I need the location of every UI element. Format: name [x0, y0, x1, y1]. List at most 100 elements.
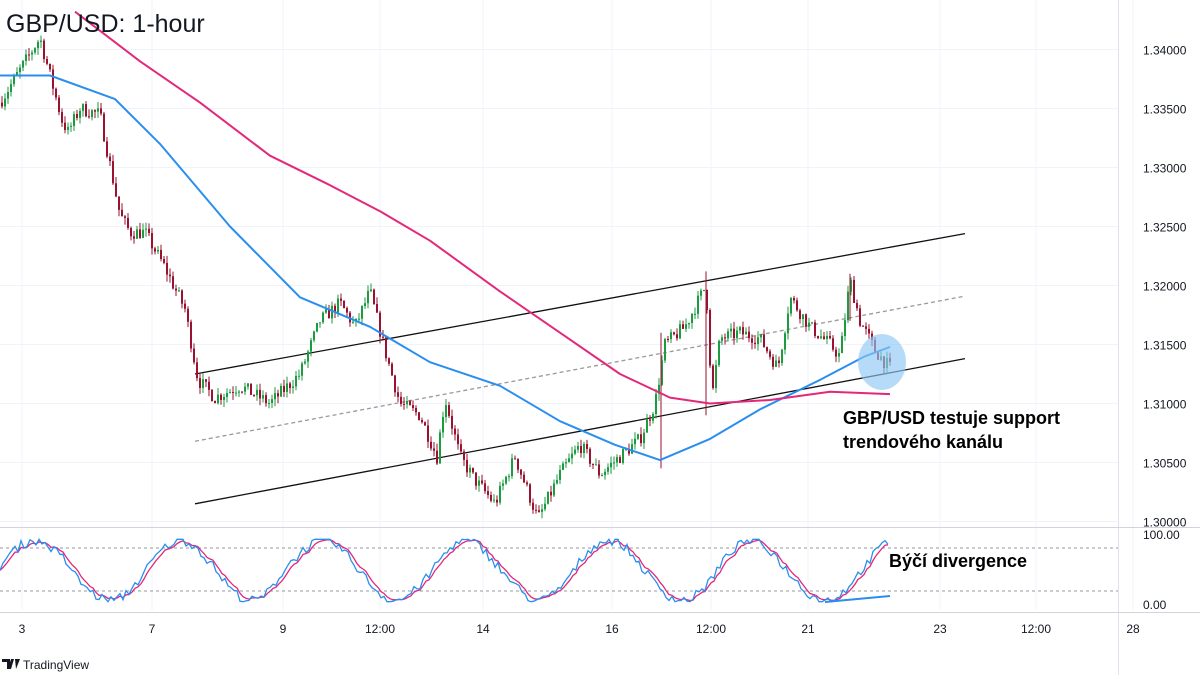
- osc-y-tick-label: 100.00: [1143, 528, 1180, 542]
- candle-body: [799, 310, 801, 320]
- candle-body: [430, 441, 432, 449]
- candle-body: [385, 337, 387, 359]
- candle-body: [559, 469, 561, 480]
- candle-body: [145, 228, 147, 230]
- candle-body: [289, 383, 291, 388]
- candle-body: [811, 322, 813, 324]
- y-tick-label: 1.32500: [1143, 221, 1187, 235]
- candle-body: [655, 393, 657, 415]
- y-tick-label: 1.33500: [1143, 103, 1187, 117]
- candle-body: [667, 338, 669, 340]
- candle-body: [730, 328, 732, 332]
- candle-body: [517, 458, 519, 470]
- candle-body: [802, 314, 804, 320]
- candle-body: [169, 274, 171, 277]
- candle-body: [31, 52, 33, 55]
- candle-body: [421, 420, 423, 423]
- candle-body: [151, 233, 153, 249]
- candle-body: [367, 290, 369, 304]
- candle-body: [220, 394, 222, 400]
- candle-body: [694, 313, 696, 315]
- candle-body: [64, 122, 66, 130]
- candle-body: [427, 425, 429, 442]
- candle-body: [691, 313, 693, 324]
- candle-body: [646, 419, 648, 433]
- y-tick-label: 1.30000: [1143, 516, 1187, 530]
- candle-body: [475, 472, 477, 486]
- candle-body: [412, 405, 414, 408]
- candle-body: [331, 305, 333, 319]
- candle-body: [346, 308, 348, 313]
- candle-body: [334, 305, 336, 313]
- candle-body: [187, 308, 189, 322]
- candle-body: [433, 448, 435, 451]
- ma-slow-line: [74, 10, 891, 405]
- candle-body: [196, 362, 198, 379]
- support-highlight: [858, 334, 906, 390]
- candle-body: [634, 438, 636, 445]
- candle-body: [787, 313, 789, 334]
- candle-body: [199, 378, 201, 388]
- stochastic-panel: [0, 538, 1118, 603]
- candle-body: [85, 104, 87, 117]
- candle-body: [469, 467, 471, 473]
- candle-body: [607, 467, 609, 472]
- candle-body: [676, 334, 678, 339]
- candle-body: [448, 405, 450, 416]
- candle-body: [10, 84, 12, 93]
- candle-body: [673, 332, 675, 335]
- candle-body: [376, 304, 378, 313]
- candle-body: [115, 183, 117, 197]
- y-tick-label: 1.31000: [1143, 398, 1187, 412]
- candle-body: [319, 322, 321, 324]
- candle-body: [574, 449, 576, 454]
- candle-body: [604, 471, 606, 476]
- candle-body: [214, 401, 216, 404]
- tradingview-brand: TradingView: [23, 658, 89, 672]
- candle-body: [727, 331, 729, 339]
- candle-body: [259, 389, 261, 399]
- candle-body: [67, 126, 69, 130]
- osc-y-tick-label: 0.00: [1143, 598, 1167, 612]
- channel-mid-line: [194, 295, 966, 442]
- x-tick-label: 9: [280, 622, 287, 636]
- candle-body: [268, 402, 270, 404]
- candle-body: [94, 110, 96, 112]
- candle-body: [106, 141, 108, 157]
- candle-body: [286, 383, 288, 392]
- candle-body: [181, 290, 183, 304]
- channel-lower-line: [194, 358, 966, 505]
- candle-body: [70, 125, 72, 127]
- candle-body: [700, 290, 702, 296]
- tradingview-logo[interactable]: TradingView: [2, 658, 89, 672]
- candle-body: [565, 462, 567, 464]
- candle-body: [529, 484, 531, 503]
- candle-body: [592, 463, 594, 465]
- candle-body: [463, 451, 465, 460]
- candle-body: [637, 434, 639, 439]
- candle-body: [175, 288, 177, 291]
- candle-body: [358, 318, 360, 320]
- support-highlight-circle: [858, 334, 906, 390]
- candle-body: [841, 335, 843, 354]
- candle-body: [844, 320, 846, 336]
- candle-body: [619, 457, 621, 463]
- candle-body: [577, 445, 579, 450]
- candle-body: [52, 69, 54, 89]
- divergence-line: [824, 595, 891, 603]
- candle-body: [76, 114, 78, 118]
- candle-body: [733, 328, 735, 339]
- candle-body: [406, 401, 408, 405]
- candle-body: [613, 462, 615, 464]
- candle-body: [340, 298, 342, 301]
- support-annotation: GBP/USD testuje support trendového kanálu: [843, 408, 1060, 452]
- candle-body: [769, 351, 771, 357]
- candle-body: [139, 229, 141, 238]
- candle-body: [7, 92, 9, 99]
- candle-body: [499, 485, 501, 503]
- candle-body: [772, 356, 774, 367]
- candle-body: [178, 290, 180, 292]
- candle-body: [109, 156, 111, 162]
